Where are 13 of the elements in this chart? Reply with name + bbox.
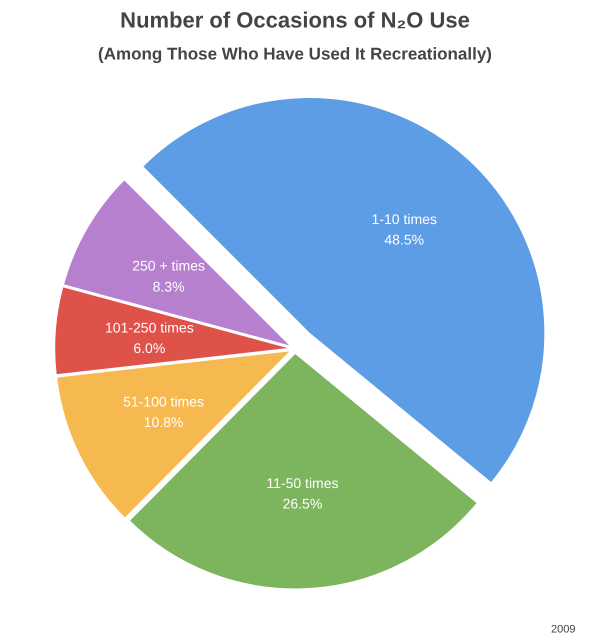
slice-label: 51-100 times [123, 393, 204, 410]
slice-label: 101-250 times [104, 319, 194, 336]
slice-label: 1-10 times [372, 210, 437, 227]
chart-title: Number of Occasions of N₂O Use [120, 8, 470, 32]
data-label: 48.5% [384, 232, 424, 248]
slice-label: 250 + times [132, 258, 205, 274]
slice-label: 11-50 times [266, 474, 339, 491]
data-label: 6.0% [133, 340, 166, 356]
data-label: 10.8% [144, 414, 184, 430]
text: 2009 [551, 624, 576, 636]
chart-subtitle: (Among Those Who Have Used It Recreationally) [98, 44, 492, 64]
data-label: 8.3% [152, 278, 185, 295]
data-label: 26.5% [282, 496, 322, 512]
